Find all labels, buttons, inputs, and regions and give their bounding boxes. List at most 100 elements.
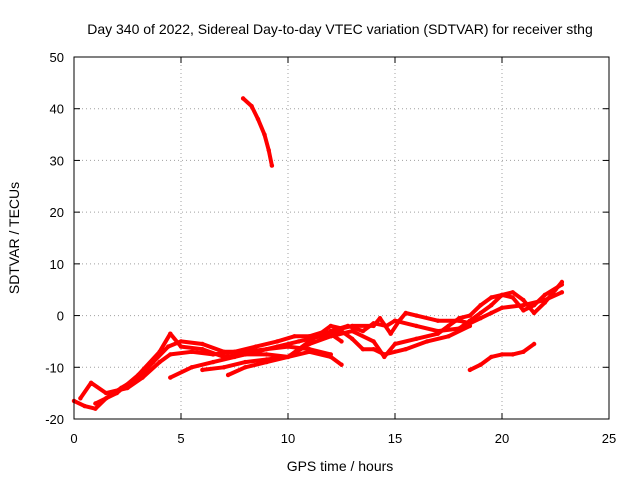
data-point [350,328,355,334]
data-point [157,359,162,365]
data-point [307,349,312,354]
data-point [136,372,141,378]
data-point [489,303,494,308]
data-point [339,362,344,367]
data-point [553,287,558,292]
data-point [210,359,216,365]
data-point [384,323,389,329]
data-point [200,347,205,352]
x-tick-label: 0 [70,431,77,446]
data-point [360,347,366,352]
data-point [446,334,451,339]
axis-ticks: 0 5 10 15 20 25 -20 -10 0 10 20 30 40 50 [45,50,616,446]
data-point [317,331,323,336]
data-point [467,318,473,323]
x-tick-label: 25 [602,431,616,446]
y-tick-label: -20 [45,412,64,427]
data-point [392,318,398,323]
data-point [521,308,526,313]
data-point [296,339,301,344]
data-point [371,347,376,352]
data-point [243,359,248,365]
y-tick-label: 20 [50,205,64,220]
data-point [166,344,171,349]
data-point [157,349,162,354]
y-tick-label: 30 [50,153,64,168]
data-point [140,375,145,380]
data-point [275,344,280,349]
data-point [232,349,237,354]
data-point [435,318,440,323]
data-point [446,323,451,329]
data-point [266,147,271,153]
data-point [478,310,483,316]
data-point [262,132,267,137]
grid [74,57,609,419]
data-point [414,323,419,329]
x-tick-label: 10 [281,431,295,446]
data-point [414,336,419,341]
data-point [510,295,515,300]
data-point [371,321,376,326]
data-point [531,310,537,316]
y-tick-label: 0 [57,309,64,324]
data-point [114,390,120,396]
data-point [168,352,173,357]
data-point [264,359,269,365]
data-point [414,313,419,318]
data-series [71,96,565,411]
data-point [350,336,355,341]
data-point [189,365,194,370]
data-point [345,323,351,329]
data-point [93,406,98,411]
data-point [467,367,473,373]
data-point [328,354,333,360]
y-tick-label: -10 [45,360,64,375]
data-point [489,295,494,300]
data-point [499,352,505,357]
data-point [510,352,515,357]
data-point [200,341,205,347]
data-point [221,365,226,370]
data-point [531,303,537,308]
data-point [382,354,387,360]
data-point [243,365,248,370]
data-point [264,352,269,357]
data-point [478,362,483,367]
data-point [424,339,430,344]
data-point [403,310,408,316]
data-point [339,339,344,344]
data-point [489,354,494,360]
y-axis-label: SDTVAR / TECUs [6,182,22,294]
data-point [489,310,494,316]
data-point [275,339,280,344]
series-line-track-3 [93,331,344,406]
data-point [392,341,398,347]
data-point [88,380,94,385]
data-point [542,300,547,305]
data-point [371,339,376,344]
data-point [542,292,547,298]
x-tick-label: 20 [495,431,509,446]
data-point [328,323,333,329]
data-point [559,290,565,295]
data-point [253,349,259,354]
data-point [249,103,254,109]
data-point [478,316,483,321]
data-point [521,297,526,303]
x-axis-label: GPS time / hours [287,458,394,474]
data-point [457,326,462,331]
data-point [403,347,408,352]
data-point [467,313,473,318]
data-point [168,331,173,336]
series-line-track-9 [241,96,274,168]
data-point [510,290,515,295]
y-tick-label: 50 [50,50,64,65]
data-point [499,292,505,298]
chart-title: Day 340 of 2022, Sidereal Day-to-day VTE… [87,21,593,37]
data-point [285,354,291,360]
data-point [240,96,246,101]
data-point [178,344,184,349]
data-point [93,401,98,406]
